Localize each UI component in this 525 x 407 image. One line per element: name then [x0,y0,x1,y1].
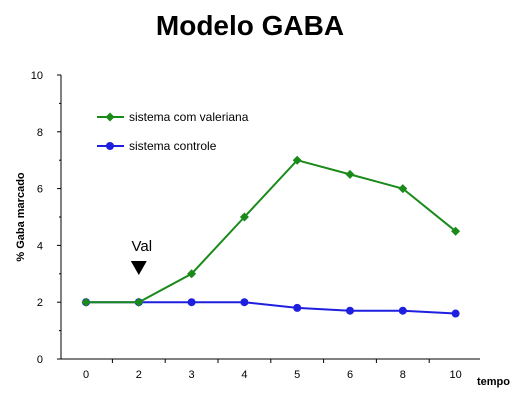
x-tick-label: 10 [449,369,461,381]
x-tick-label: 3 [189,369,195,381]
legend-item: sistema com valeriana [97,110,249,124]
x-tick-label: 4 [241,369,247,381]
x-tick-label: 5 [294,369,300,381]
series-line [86,301,456,315]
data-point [398,306,407,315]
x-tick-label: 2 [136,369,142,381]
data-point [451,309,460,318]
annotation-val: Val [130,238,153,275]
data-point [292,155,302,165]
y-tick-label: 8 [37,127,43,139]
data-point [187,269,197,279]
annotation-label: Val [132,238,153,255]
data-point [240,298,249,307]
series-line [86,159,457,304]
series-valeriana [81,155,461,307]
y-tick-label: 2 [37,297,43,309]
data-point [187,298,196,307]
legend-marker [106,142,114,150]
legend-label: sistema controle [129,139,217,153]
x-axis-title: tempo [477,376,510,388]
legend-item: sistema controle [97,139,217,153]
data-point [451,226,461,236]
data-point [398,184,408,194]
y-tick-label: 10 [31,70,43,82]
data-point [239,212,249,222]
chart-legend: sistema com valeriana sistema controle [97,110,249,153]
legend-label: sistema com valeriana [129,110,249,124]
chart-series [81,155,461,318]
down-triangle-icon [130,261,147,275]
data-point [81,297,91,307]
y-axis-title: % Gaba marcado [15,172,27,262]
x-tick-label: 8 [400,369,406,381]
x-tick-label: 6 [347,369,353,381]
data-point [346,306,354,315]
y-tick-label: 0 [37,354,43,366]
y-tick-label: 6 [37,184,43,196]
page-title: Modelo GABA [155,10,345,41]
data-point [134,297,144,307]
x-tick-label: 0 [83,369,89,381]
y-tick-label: 4 [37,240,43,252]
chart-axes: 0 2 4 6 8 10 0 2 3 4 5 6 8 10 tempo % Gaba marcado [15,70,510,388]
chart-annotations: Val [130,238,153,275]
legend-marker [105,112,115,122]
data-point [345,169,355,179]
data-point [293,303,302,312]
